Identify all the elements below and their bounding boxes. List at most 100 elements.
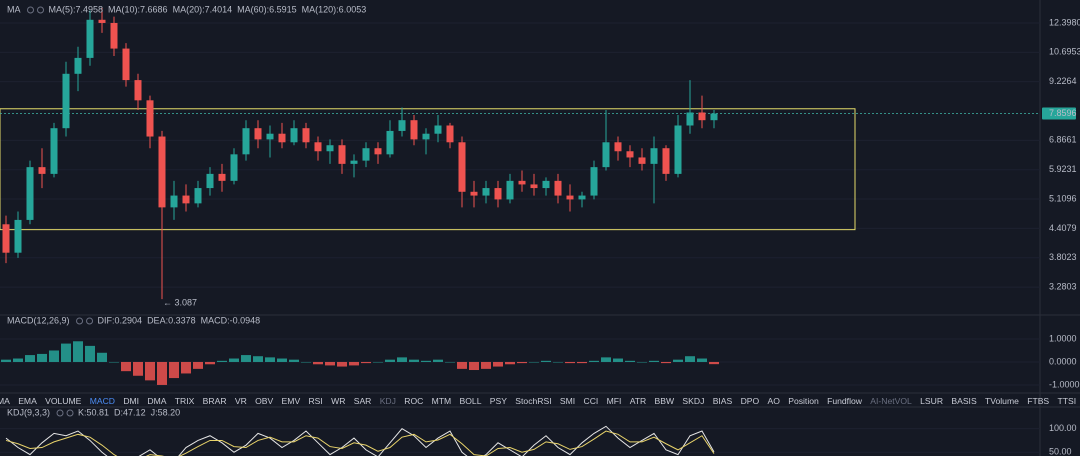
indicator-tab[interactable]: VR: [234, 396, 247, 406]
indicator-tab[interactable]: MTM: [431, 396, 452, 406]
legend-icon: [76, 317, 84, 325]
candle-body: [194, 188, 202, 204]
indicator-tab[interactable]: AO: [767, 396, 780, 406]
candle-body: [38, 167, 46, 174]
indicator-tab[interactable]: Fundflow: [827, 396, 862, 406]
candle-body: [98, 19, 106, 23]
indicator-tab[interactable]: StochRSI: [515, 396, 552, 406]
candle-body: [398, 120, 406, 131]
candle-body: [374, 148, 382, 155]
indicator-tab[interactable]: SAR: [353, 396, 372, 406]
legend-item: MA(10):7.6686: [108, 4, 168, 14]
indicator-tab[interactable]: BIAS: [712, 396, 733, 406]
macd-bar: [529, 361, 539, 363]
macd-bar: [685, 356, 695, 362]
indicator-tab[interactable]: LSUR: [920, 396, 944, 406]
indicator-tab[interactable]: EMV: [281, 396, 301, 406]
macd-bar: [445, 361, 455, 363]
macd-bar: [313, 361, 323, 365]
macd-bar: [661, 361, 671, 364]
candle-body: [74, 57, 82, 74]
macd-bar: [301, 361, 311, 363]
candle-body: [446, 125, 454, 143]
macd-bar: [337, 361, 347, 367]
indicator-tab[interactable]: PSY: [489, 396, 507, 406]
candle-body: [338, 145, 346, 164]
candle-body: [86, 19, 94, 58]
macd-bar: [565, 361, 575, 364]
candle-body: [638, 157, 646, 164]
candle-body: [614, 142, 622, 152]
indicator-tab[interactable]: VOLUME: [45, 396, 82, 406]
legend-icon: [37, 6, 44, 14]
macd-bar: [73, 341, 83, 362]
indicator-tabs: MA EMA VOLUME MACD DMI DMA TRIX BRAR VR OBV EMV RSI…: [0, 395, 1080, 407]
indicator-tab[interactable]: TTSI: [1057, 396, 1077, 406]
indicator-tab[interactable]: DMI: [123, 396, 140, 406]
indicator-tab[interactable]: AI-NetVOL: [870, 396, 912, 406]
indicator-tab[interactable]: SMI: [559, 396, 576, 406]
candle-body: [506, 180, 514, 200]
indicator-tab[interactable]: BOLL: [459, 396, 482, 406]
indicator-tab[interactable]: FTBS: [1027, 396, 1050, 406]
indicator-tab[interactable]: MACD: [89, 396, 116, 406]
candle-body: [710, 113, 718, 121]
indicator-tab[interactable]: SKDJ: [682, 396, 705, 406]
candle-body: [182, 195, 190, 204]
y-tick-label: 9.2264: [1049, 76, 1077, 86]
macd-bar: [517, 361, 527, 364]
indicator-tab[interactable]: ROC: [404, 396, 424, 406]
indicator-tab[interactable]: TVolume: [984, 396, 1019, 406]
candle-body: [686, 112, 694, 126]
panel: [0, 425, 1040, 456]
macd-bar: [169, 361, 179, 379]
panel: [0, 7, 1040, 300]
legend-item: MA(5):7.4958: [49, 4, 104, 14]
candle-body: [302, 128, 310, 143]
indicator-tab[interactable]: CCI: [583, 396, 599, 406]
indicator-tab[interactable]: DPO: [740, 396, 760, 406]
candle-body: [434, 125, 442, 134]
indicator-tab[interactable]: TRIX: [174, 396, 195, 406]
candle-body: [674, 125, 682, 174]
indicator-tab[interactable]: BRAR: [202, 396, 227, 406]
indicator-tab[interactable]: DMA: [147, 396, 167, 406]
indicator-tab[interactable]: RSI: [308, 396, 323, 406]
low-annotation: ← 3.087: [163, 298, 197, 308]
macd-bar: [373, 361, 383, 363]
macd-bar: [325, 361, 335, 366]
indicator-tab[interactable]: BASIS: [951, 396, 977, 406]
candle-body: [278, 133, 286, 143]
macd-bar: [637, 361, 647, 363]
y-tick-label: 5.9231: [1049, 164, 1077, 174]
y-tick-label: 6.8661: [1049, 135, 1077, 145]
macd-bar: [97, 352, 107, 362]
macd-bar: [37, 353, 47, 362]
macd-bar: [625, 360, 635, 362]
macd-bar: [469, 361, 479, 371]
indicator-tab[interactable]: WR: [331, 396, 346, 406]
indicator-tab[interactable]: OBV: [255, 396, 274, 406]
macd-bar: [541, 360, 551, 362]
legend-icon: [27, 6, 34, 14]
candle-body: [350, 160, 358, 164]
indicator-tab[interactable]: MFI: [606, 396, 622, 406]
indicator-tab[interactable]: Position: [788, 396, 819, 406]
candle-body: [494, 188, 502, 200]
candle-body: [242, 128, 250, 155]
macd-bar: [181, 361, 191, 374]
legend-item: MA(120):6.0053: [302, 4, 367, 14]
candle-body: [590, 167, 598, 196]
indicator-tab[interactable]: BBW: [654, 396, 675, 406]
indicator-tab[interactable]: ATR: [629, 396, 647, 406]
indicator-tab[interactable]: MA: [0, 396, 10, 406]
macd-bar: [481, 361, 491, 369]
indicator-tab[interactable]: EMA: [18, 396, 37, 406]
legend-item: MA(60):6.5915: [237, 4, 297, 14]
macd-bar: [409, 359, 419, 362]
candle-body: [14, 219, 22, 253]
legend-icon: [66, 409, 74, 417]
indicator-tab[interactable]: KDJ: [379, 396, 396, 406]
y-tick-label: 1.0000: [1049, 333, 1077, 343]
